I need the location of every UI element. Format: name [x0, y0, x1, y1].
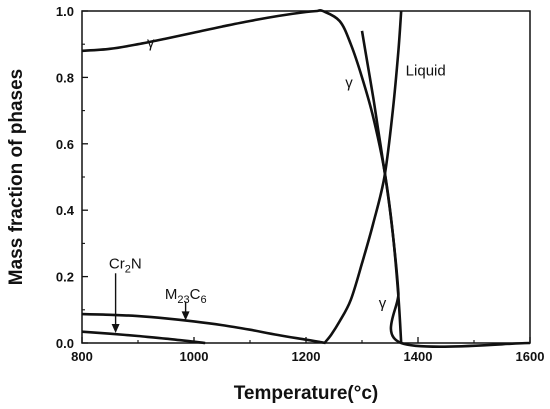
curve-label: γ	[345, 74, 353, 91]
phase-curves	[81, 8, 531, 348]
y-tick-label: 0.6	[56, 137, 74, 152]
y-tick-label: 0.8	[56, 70, 74, 85]
curve-labels: γ γ Liquid γ Cr2N M23C6	[109, 35, 446, 313]
phase-curve	[81, 330, 206, 345]
y-tick-label: 0.4	[56, 203, 75, 218]
y-axis-title: Mass fraction of phases	[6, 69, 27, 285]
x-tick-label: 1600	[516, 349, 545, 364]
curve-label: Liquid	[406, 63, 446, 80]
plot-frame	[81, 10, 531, 344]
phase-curve	[360, 30, 531, 348]
y-tick-label: 0.0	[56, 336, 74, 351]
phase-curve	[81, 312, 326, 345]
curve-label: M23C6	[165, 286, 207, 306]
y-tick-label: 0.2	[56, 270, 74, 285]
x-tick-label: 1400	[404, 349, 433, 364]
x-tick-label: 800	[71, 349, 93, 364]
curve-label: γ	[147, 35, 155, 52]
curve-label: Cr2N	[109, 255, 142, 275]
y-tick-label: 1.0	[56, 4, 74, 19]
x-tick-label: 1000	[180, 349, 209, 364]
annotation-arrows	[111, 273, 190, 334]
x-axis-title: Temperature(°c)	[234, 383, 379, 404]
curve-label: γ	[379, 295, 387, 312]
annotation-arrow-head	[181, 311, 190, 321]
phase-curve	[323, 10, 403, 344]
axis-ticks	[81, 10, 531, 344]
tick-labels: 800 1000 1200 1400 1600 0.0 0.2 0.4 0.6 0.8 1.0	[56, 4, 545, 364]
x-tick-label: 1200	[292, 349, 321, 364]
annotation-arrow-head	[111, 324, 120, 334]
